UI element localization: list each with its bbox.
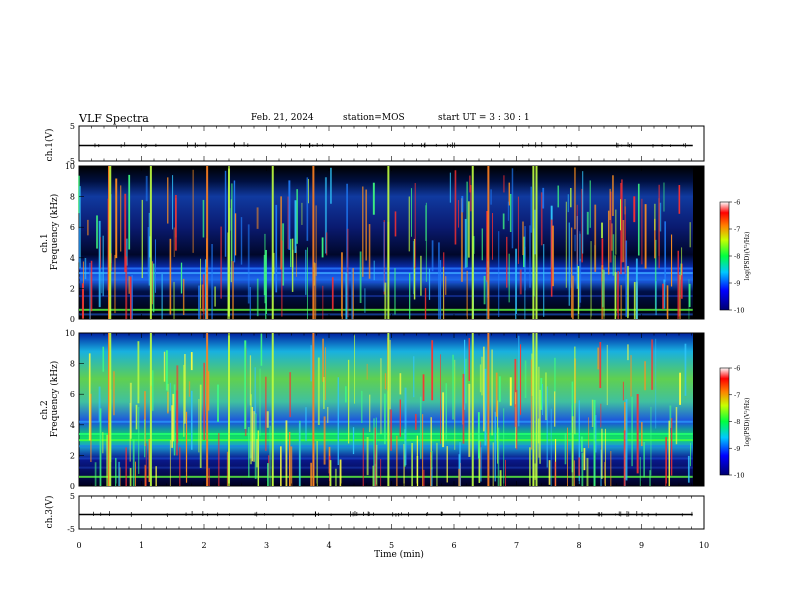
x-tick-label: 9 xyxy=(639,541,644,550)
ch2-band-1 xyxy=(79,439,693,442)
ch2-colorbar-tick-label: -7 xyxy=(734,391,740,399)
ch2-colorbar-tick-label: -10 xyxy=(734,472,744,480)
panel1-y-tick-label: 4 xyxy=(70,254,75,263)
ch1-spectrogram-texture xyxy=(78,166,693,319)
x-tick-label: 7 xyxy=(514,541,519,550)
panel2-y-tick-label: 8 xyxy=(70,360,75,369)
ch1-colorbar xyxy=(719,201,730,311)
ch1-waveform-frame xyxy=(78,125,705,162)
panel1-y-tick-label: 6 xyxy=(70,223,75,232)
station-label: station=MOS xyxy=(343,113,405,123)
panel0-y-tick-label: 5 xyxy=(70,122,75,131)
ch1-colorbar-tick-label: -6 xyxy=(734,199,740,207)
ch2-frequency-ylabel: Frequency (kHz) xyxy=(49,361,60,438)
x-tick-label: 5 xyxy=(389,541,394,550)
ch1-colorbar-tick-label: -8 xyxy=(734,253,740,261)
x-axis-label: Time (min) xyxy=(374,549,424,560)
panel2-y-tick-label: 10 xyxy=(65,329,75,338)
ch2-colorbar xyxy=(719,367,730,476)
x-tick-label: 1 xyxy=(139,541,144,550)
ch2-channel-label: ch.2 xyxy=(40,400,50,419)
panel2-y-tick-label: 6 xyxy=(70,390,75,399)
ch1-band-2 xyxy=(79,276,693,279)
ch1-frequency-ylabel: Frequency (kHz) xyxy=(49,194,60,271)
ch1-colorbar-label: log(PSD)(V²/Hz) xyxy=(744,232,751,281)
ch2-band-2 xyxy=(79,445,693,448)
ch2-colorbar-tick-label: -6 xyxy=(734,365,740,373)
panel1-y-tick-label: 8 xyxy=(70,193,75,202)
panel2-y-tick-label: 0 xyxy=(70,482,75,491)
x-tick-label: 0 xyxy=(76,541,81,550)
ch2-band-6 xyxy=(79,466,693,469)
start-ut-label: start UT = 3 : 30 : 1 xyxy=(438,113,530,123)
x-tick-label: 2 xyxy=(201,541,206,550)
ch2-band-0 xyxy=(79,432,693,435)
figure-title: VLF Spectra xyxy=(79,112,149,125)
ch2-spectrogram-field xyxy=(79,333,693,486)
x-tick-label: 4 xyxy=(326,541,331,550)
date-label: Feb. 21, 2024 xyxy=(251,113,314,123)
ch2-band-3 xyxy=(79,420,693,423)
panel1-y-tick-label: 0 xyxy=(70,315,75,324)
ch2-colorbar-tick-label: -9 xyxy=(734,445,740,453)
panel2-y-tick-label: 2 xyxy=(70,451,75,460)
panel3-y-tick-label: -5 xyxy=(67,525,75,534)
ch1-colorbar-tick-label: -10 xyxy=(734,307,744,315)
x-tick-label: 8 xyxy=(576,541,581,550)
ch1-colorbar-tick-label: -7 xyxy=(734,226,740,234)
ch1-colorbar-tick-label: -9 xyxy=(734,280,740,288)
panel2-y-tick-label: 4 xyxy=(70,421,75,430)
x-tick-label: 3 xyxy=(264,541,269,550)
colorbar-tick-layer: -6 -7 -8 -9 -10 -6 -7 -8 -9 -10 xyxy=(729,199,744,480)
ch2-colorbar-label: log(PSD)(V²/Hz) xyxy=(744,398,751,447)
waveform-layer xyxy=(79,142,693,517)
ch2-band-4 xyxy=(79,457,693,460)
ch1-band-1 xyxy=(79,272,693,275)
x-tick-label: 10 xyxy=(699,541,709,550)
panel0-y-tick-label: -5 xyxy=(67,157,75,166)
ch1-waveform-ylabel: ch.1(V) xyxy=(44,129,55,162)
spectrogram-texture-layer xyxy=(78,166,693,486)
ch1-band-0 xyxy=(79,267,693,270)
ch3-waveform-ylabel: ch.3(V) xyxy=(44,496,55,529)
panel1-y-tick-label: 2 xyxy=(70,284,75,293)
ch2-band-5 xyxy=(79,475,693,478)
panel3-y-tick-label: 5 xyxy=(70,492,75,501)
ch2-colorbar-tick-label: -8 xyxy=(734,418,740,426)
ch1-band-3 xyxy=(79,281,693,284)
panel1-y-tick-label: 10 xyxy=(65,162,75,171)
ch1-channel-label: ch.1 xyxy=(40,233,50,252)
ch2-spectrogram-texture xyxy=(79,333,693,486)
x-tick-label: 6 xyxy=(451,541,456,550)
